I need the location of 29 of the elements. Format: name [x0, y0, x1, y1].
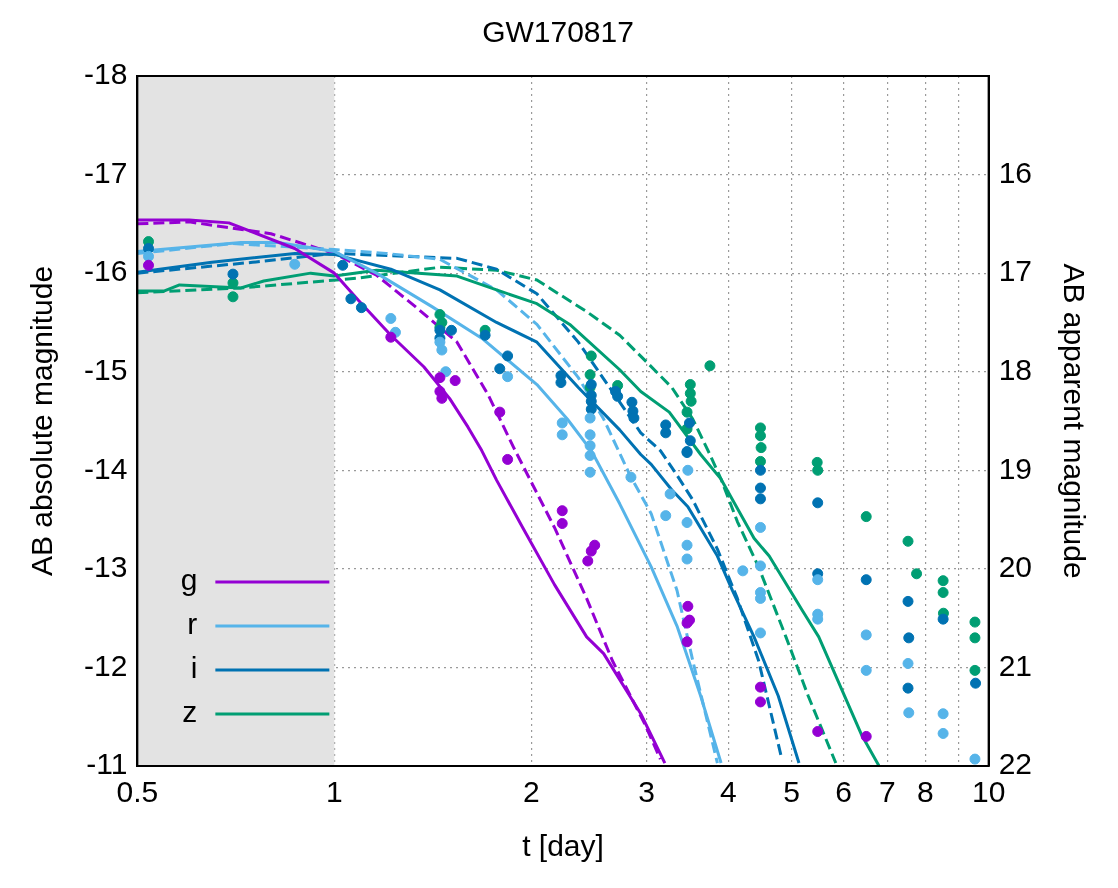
y2-tick-label: 20	[998, 550, 1033, 584]
y2-tick-label: 18	[998, 352, 1033, 386]
x-axis-title: t [day]	[522, 829, 604, 863]
legend-label: r	[187, 607, 198, 641]
y-tick-label: -18	[84, 57, 128, 91]
x-tick-label: 4	[719, 775, 737, 809]
y-tick-label: -12	[84, 648, 128, 682]
y-tick-label: -15	[84, 352, 128, 386]
y-axis-title: AB absolute magnitude	[25, 265, 59, 577]
chart-title: GW170817	[482, 15, 634, 49]
y-tick-label: -17	[84, 155, 128, 189]
x-tick-label: 1	[325, 775, 343, 809]
x-tick-label: 3	[638, 775, 655, 809]
legend-label: g	[180, 563, 198, 597]
y2-axis-title: AB apparent magnitude	[1057, 263, 1091, 579]
y-tick-label: -16	[84, 254, 128, 288]
y-tick-label: -13	[84, 550, 128, 584]
y2-tick-label: 16	[998, 155, 1033, 189]
y-tick-label: -14	[84, 451, 128, 485]
x-tick-label: 8	[916, 775, 934, 809]
x-tick-label: 5	[783, 775, 801, 809]
y2-tick-label: 17	[998, 254, 1033, 288]
legend-label: i	[190, 651, 198, 685]
x-tick-label: 6	[835, 775, 852, 809]
x-tick-label: 7	[878, 775, 896, 809]
legend-label: z	[182, 695, 198, 729]
y2-tick-label: 21	[998, 648, 1033, 682]
x-tick-label: 2	[522, 775, 540, 809]
y2-tick-label: 19	[998, 451, 1033, 485]
